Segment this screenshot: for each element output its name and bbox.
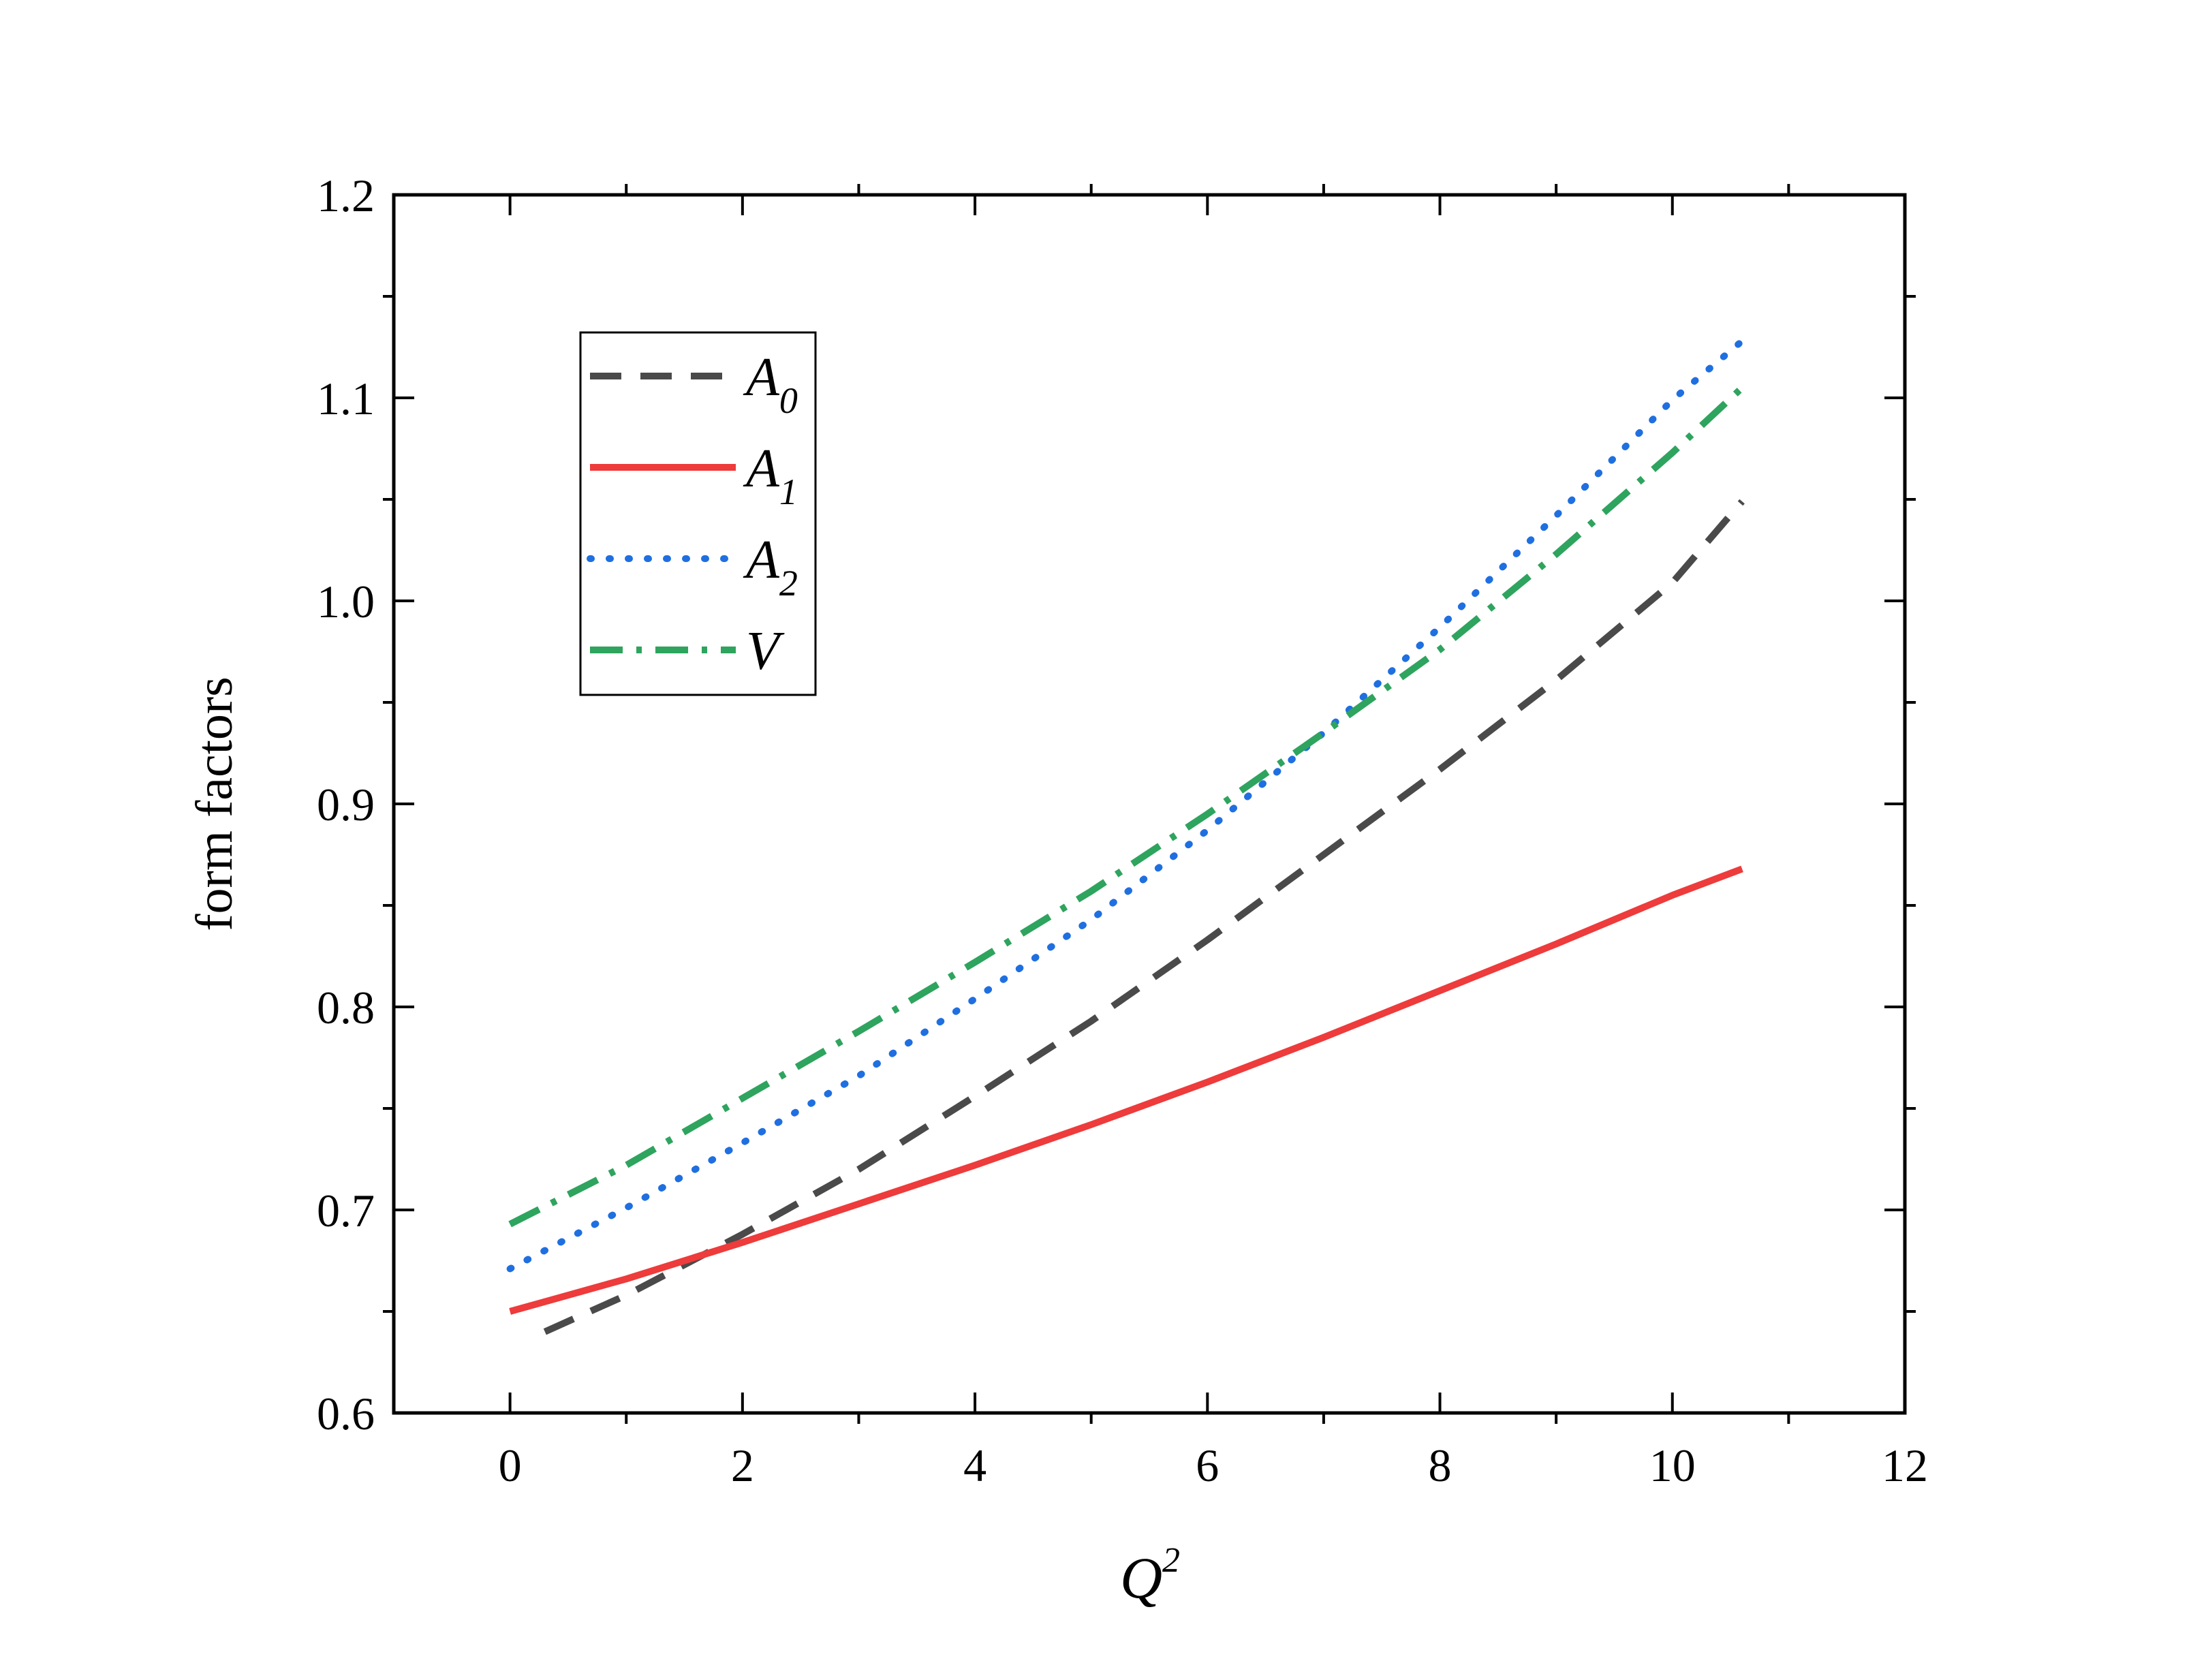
legend-box xyxy=(579,331,817,696)
legend-label: A0 xyxy=(743,347,798,421)
y-tick-label: 1.1 xyxy=(317,373,375,424)
x-tick-label: 12 xyxy=(1882,1440,1928,1491)
ticks-layer: 0 2 4 6 8 10 120.60.70.80.91.01.11.2 xyxy=(317,170,1928,1491)
legend-label: A1 xyxy=(743,439,798,512)
x-tick-label: 4 xyxy=(963,1440,986,1491)
x-tick-label: 10 xyxy=(1649,1440,1696,1491)
y-tick-label: 1.0 xyxy=(317,576,375,627)
legend-label: A2 xyxy=(743,530,798,604)
series-line-v xyxy=(508,385,1745,1228)
legend-label-main: V xyxy=(746,621,785,681)
x-tick-label: 0 xyxy=(499,1440,522,1491)
y-tick-label: 0.6 xyxy=(317,1388,375,1440)
legend-label-main: A xyxy=(743,439,780,499)
y-tick-label: 0.8 xyxy=(317,982,375,1033)
x-axis-title-main: Q xyxy=(1120,1545,1162,1611)
legend-label-subscript: 2 xyxy=(779,563,798,604)
x-tick-label: 6 xyxy=(1196,1440,1219,1491)
x-tick-label: 8 xyxy=(1429,1440,1452,1491)
y-tick-label: 0.7 xyxy=(317,1185,375,1236)
x-axis-title-superscript: 2 xyxy=(1162,1541,1180,1580)
legend-label-main: A xyxy=(743,530,780,590)
series-line-a0 xyxy=(543,499,1745,1335)
x-tick-label: 2 xyxy=(731,1440,754,1491)
series-layer xyxy=(506,337,1746,1335)
series-line-a1 xyxy=(509,865,1743,1315)
legend-label-subscript: 1 xyxy=(779,471,798,512)
y-tick-label: 1.2 xyxy=(317,170,375,221)
legend-label-main: A xyxy=(743,347,780,407)
y-tick-label: 0.9 xyxy=(317,779,375,830)
x-axis-title: Q2 xyxy=(1120,1541,1180,1611)
legend-label: V xyxy=(746,621,785,681)
legend-label-subscript: 0 xyxy=(779,380,798,421)
y-axis-title: form factors xyxy=(186,676,243,931)
